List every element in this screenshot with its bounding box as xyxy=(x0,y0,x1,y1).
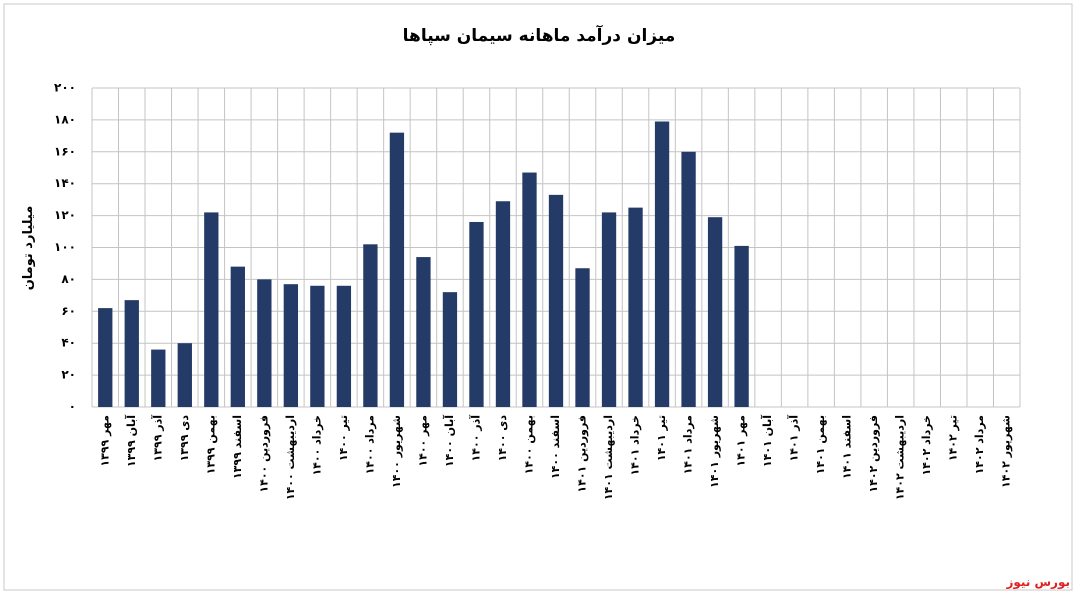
y-tick-label: ۲۰ xyxy=(61,368,76,382)
x-tick-label: فروردین ۱۴۰۱ xyxy=(576,415,589,493)
bar xyxy=(416,257,431,407)
x-tick-label: مهر ۱۴۰۱ xyxy=(735,415,748,467)
x-tick-label: بهمن ۱۳۹۹ xyxy=(204,415,217,474)
y-tick-label: ۱۰۰ xyxy=(54,240,76,254)
bar xyxy=(469,221,484,407)
bar xyxy=(734,245,749,407)
y-tick-label: ۲۰۰ xyxy=(54,81,76,95)
x-tick-label: خرداد ۱۴۰۲ xyxy=(920,415,933,476)
bar xyxy=(204,212,219,407)
x-tick-label: مرداد ۱۴۰۱ xyxy=(682,415,695,474)
y-axis-label: میلیارد تومان xyxy=(21,206,36,291)
x-tick-label: شهریور ۱۴۰۲ xyxy=(1000,415,1013,488)
x-tick-label: تیر ۱۴۰۱ xyxy=(655,415,668,461)
bar xyxy=(442,292,458,407)
y-tick-label: ۸۰ xyxy=(61,272,76,286)
x-tick-label: آبان ۱۴۰۱ xyxy=(760,415,774,467)
x-tick-label: تیر ۱۴۰۲ xyxy=(947,415,960,461)
x-tick-label: اردیبهشت ۱۴۰۰ xyxy=(284,415,297,500)
x-tick-label: اردیبهشت ۱۴۰۱ xyxy=(602,415,615,500)
x-tick-label: مهر ۱۳۹۹ xyxy=(98,415,111,467)
x-tick-label: مهر ۱۴۰۰ xyxy=(416,415,429,467)
y-tick-label: ۱۲۰ xyxy=(54,208,76,222)
bar xyxy=(336,285,352,407)
bar xyxy=(389,132,405,407)
x-tick-label: فروردین ۱۴۰۲ xyxy=(867,415,880,493)
x-tick-label: آذر ۱۴۰۰ xyxy=(468,415,482,462)
x-tick-label: آبان ۱۳۹۹ xyxy=(124,415,138,467)
bar xyxy=(628,207,643,407)
bar xyxy=(548,194,564,407)
bar xyxy=(575,268,590,407)
x-tick-label: تیر ۱۴۰۰ xyxy=(337,415,350,461)
x-tick-label: خرداد ۱۴۰۰ xyxy=(310,415,323,476)
y-tick-label: ۰ xyxy=(69,400,76,414)
x-tick-label: دی ۱۳۹۹ xyxy=(178,415,191,462)
y-tick-label: ۱۸۰ xyxy=(54,112,76,126)
y-tick-label: ۶۰ xyxy=(61,304,76,318)
bar xyxy=(601,212,617,407)
x-tick-label: مرداد ۱۴۰۲ xyxy=(973,415,986,474)
y-tick-label: ۱۶۰ xyxy=(54,144,76,158)
x-tick-label: دی ۱۴۰۰ xyxy=(496,415,509,462)
y-tick-label: ۱۴۰ xyxy=(54,176,76,190)
bar xyxy=(230,266,245,407)
bar xyxy=(495,201,511,407)
y-tick-label: ۴۰ xyxy=(61,336,76,350)
bar xyxy=(124,300,139,407)
bar xyxy=(177,343,192,407)
chart-title: میزان درآمد ماهانه سیمان سپاها xyxy=(403,24,676,46)
x-tick-label: مرداد ۱۴۰۰ xyxy=(363,415,376,474)
bar xyxy=(283,284,299,407)
x-tick-label: خرداد ۱۴۰۱ xyxy=(629,415,642,476)
bar xyxy=(363,244,378,407)
x-tick-label: شهریور ۱۴۰۰ xyxy=(390,415,403,488)
bar xyxy=(257,279,272,407)
x-tick-label: آبان ۱۴۰۰ xyxy=(442,415,456,467)
bar xyxy=(522,172,537,407)
x-tick-label: شهریور ۱۴۰۱ xyxy=(708,415,721,488)
source: بورس نیوز xyxy=(1005,575,1070,590)
x-tick-label: اردیبهشت ۱۴۰۲ xyxy=(894,415,907,500)
chart-frame xyxy=(3,3,1073,591)
bar xyxy=(98,308,113,407)
bar xyxy=(151,349,166,407)
x-tick-label: آذر ۱۳۹۹ xyxy=(150,415,164,462)
x-tick-label: اسفند ۱۴۰۱ xyxy=(841,415,854,479)
bar xyxy=(681,151,696,407)
x-tick-label: اسفند ۱۴۰۰ xyxy=(549,415,562,479)
x-tick-label: بهمن ۱۴۰۱ xyxy=(814,415,827,474)
x-tick-label: اسفند ۱۳۹۹ xyxy=(231,415,244,479)
bar xyxy=(654,121,670,408)
bar xyxy=(707,217,723,407)
x-tick-label: فروردین ۱۴۰۰ xyxy=(257,415,270,493)
bar xyxy=(310,285,325,407)
x-tick-label: آذر ۱۴۰۱ xyxy=(787,415,801,462)
x-tick-label: بهمن ۱۴۰۰ xyxy=(522,415,535,474)
